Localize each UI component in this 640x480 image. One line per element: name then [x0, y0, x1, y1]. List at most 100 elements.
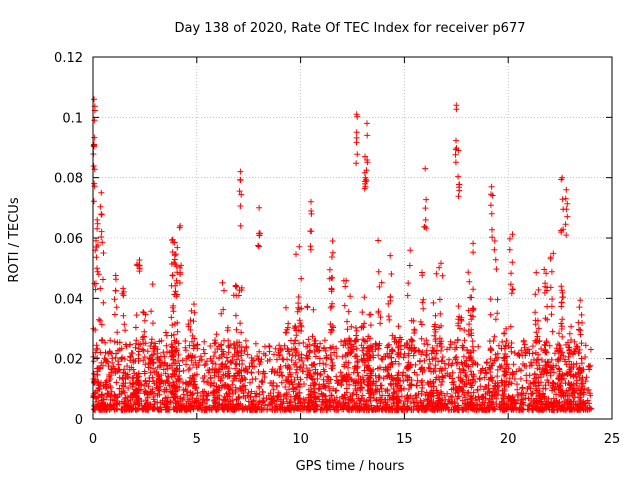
data-point — [538, 357, 545, 363]
data-point — [171, 406, 178, 413]
data-point — [229, 381, 236, 388]
data-point — [555, 386, 562, 393]
data-point — [237, 320, 244, 327]
data-point — [219, 401, 226, 408]
data-point — [256, 348, 263, 355]
data-point — [278, 379, 285, 386]
data-point — [477, 370, 484, 376]
data-point — [299, 358, 306, 364]
data-point — [312, 366, 319, 373]
data-point — [448, 386, 455, 393]
data-point — [523, 363, 530, 369]
data-point — [317, 372, 324, 378]
data-point — [457, 385, 464, 392]
data-point — [103, 358, 110, 364]
data-point — [177, 398, 184, 405]
data-point — [316, 396, 323, 403]
data-point — [387, 294, 394, 301]
data-point — [273, 382, 280, 389]
data-point — [183, 361, 189, 368]
data-point — [322, 361, 329, 368]
data-point — [540, 390, 546, 397]
data-point — [119, 374, 126, 381]
data-point — [543, 339, 550, 346]
data-point — [509, 286, 516, 293]
data-point — [549, 296, 556, 303]
data-point — [220, 397, 227, 404]
data-point — [252, 403, 259, 410]
data-point — [543, 398, 550, 405]
data-point — [421, 340, 428, 347]
data-point — [364, 132, 371, 139]
data-point — [395, 369, 402, 376]
data-point — [418, 321, 425, 328]
data-point — [105, 350, 112, 357]
data-point — [354, 353, 361, 360]
data-point — [570, 398, 577, 405]
data-point — [118, 398, 125, 405]
data-point — [239, 403, 246, 410]
data-point — [343, 277, 350, 284]
data-point — [358, 356, 365, 363]
data-point — [232, 344, 239, 351]
data-point — [230, 292, 237, 299]
data-point — [168, 341, 175, 348]
data-point — [111, 338, 118, 345]
data-point — [468, 330, 475, 337]
data-point — [495, 342, 502, 349]
data-point — [113, 276, 119, 283]
data-point — [113, 379, 120, 386]
data-point — [168, 282, 175, 289]
data-point — [587, 392, 594, 399]
data-point — [420, 296, 427, 303]
data-point — [141, 328, 148, 335]
data-point — [564, 339, 571, 346]
data-point — [566, 369, 573, 376]
data-point — [499, 406, 506, 413]
data-point — [551, 350, 558, 357]
data-point — [563, 186, 570, 193]
data-point — [217, 377, 224, 384]
data-point — [386, 372, 393, 379]
data-point — [576, 304, 583, 311]
data-point — [519, 352, 526, 359]
data-point — [529, 350, 536, 357]
data-point — [528, 359, 534, 366]
data-point — [404, 404, 411, 411]
data-point — [462, 394, 469, 401]
data-point — [362, 359, 368, 366]
data-point — [375, 308, 382, 315]
data-point — [148, 352, 155, 359]
data-point — [483, 370, 490, 377]
data-point — [375, 374, 382, 381]
data-point — [183, 355, 190, 362]
data-point — [564, 213, 571, 220]
data-point — [185, 380, 192, 387]
data-point — [189, 338, 195, 345]
data-point — [274, 369, 281, 376]
data-point — [190, 361, 197, 368]
data-point — [107, 376, 114, 382]
data-point — [377, 394, 384, 401]
data-point — [177, 271, 183, 278]
data-point — [112, 354, 119, 361]
data-point — [532, 309, 539, 316]
data-point — [432, 362, 439, 369]
data-point — [526, 402, 533, 409]
data-point — [292, 337, 299, 344]
data-point — [296, 340, 302, 347]
data-point — [150, 343, 157, 350]
data-point — [276, 342, 283, 349]
data-point — [438, 367, 445, 374]
data-point — [334, 380, 341, 387]
data-point — [375, 352, 382, 359]
data-point — [373, 397, 380, 404]
data-point — [534, 404, 540, 411]
data-point — [122, 406, 129, 412]
data-point — [548, 356, 555, 363]
data-point — [244, 392, 251, 399]
data-point — [133, 312, 140, 319]
data-point — [562, 221, 569, 228]
data-point — [279, 355, 286, 362]
data-point — [265, 401, 272, 408]
